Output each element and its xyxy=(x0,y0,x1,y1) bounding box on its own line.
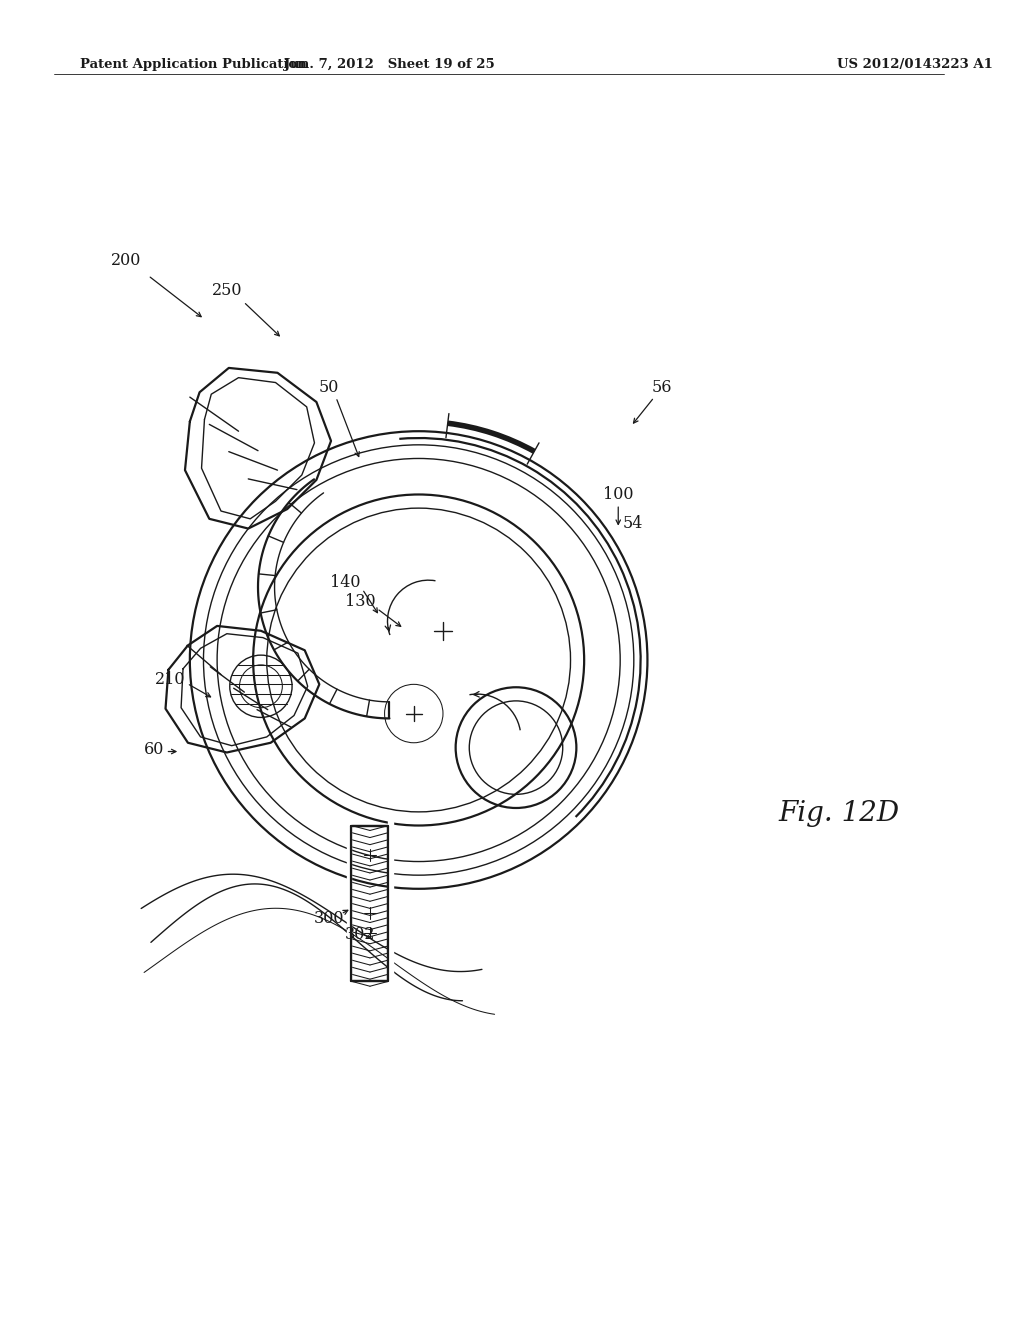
Text: 60: 60 xyxy=(143,741,164,758)
Text: Patent Application Publication: Patent Application Publication xyxy=(80,58,306,71)
Text: 210: 210 xyxy=(155,671,185,688)
Text: 100: 100 xyxy=(603,486,634,503)
Text: 302: 302 xyxy=(345,927,376,942)
Text: 140: 140 xyxy=(331,574,360,590)
Text: Jun. 7, 2012   Sheet 19 of 25: Jun. 7, 2012 Sheet 19 of 25 xyxy=(284,58,495,71)
Text: 200: 200 xyxy=(112,252,141,269)
Text: 300: 300 xyxy=(313,909,344,927)
Text: 130: 130 xyxy=(345,593,376,610)
Text: 50: 50 xyxy=(318,379,339,396)
Text: US 2012/0143223 A1: US 2012/0143223 A1 xyxy=(838,58,993,71)
Text: Fig. 12D: Fig. 12D xyxy=(779,800,900,826)
Text: 250: 250 xyxy=(212,281,242,298)
Text: 56: 56 xyxy=(652,379,673,396)
Text: 54: 54 xyxy=(623,515,643,532)
